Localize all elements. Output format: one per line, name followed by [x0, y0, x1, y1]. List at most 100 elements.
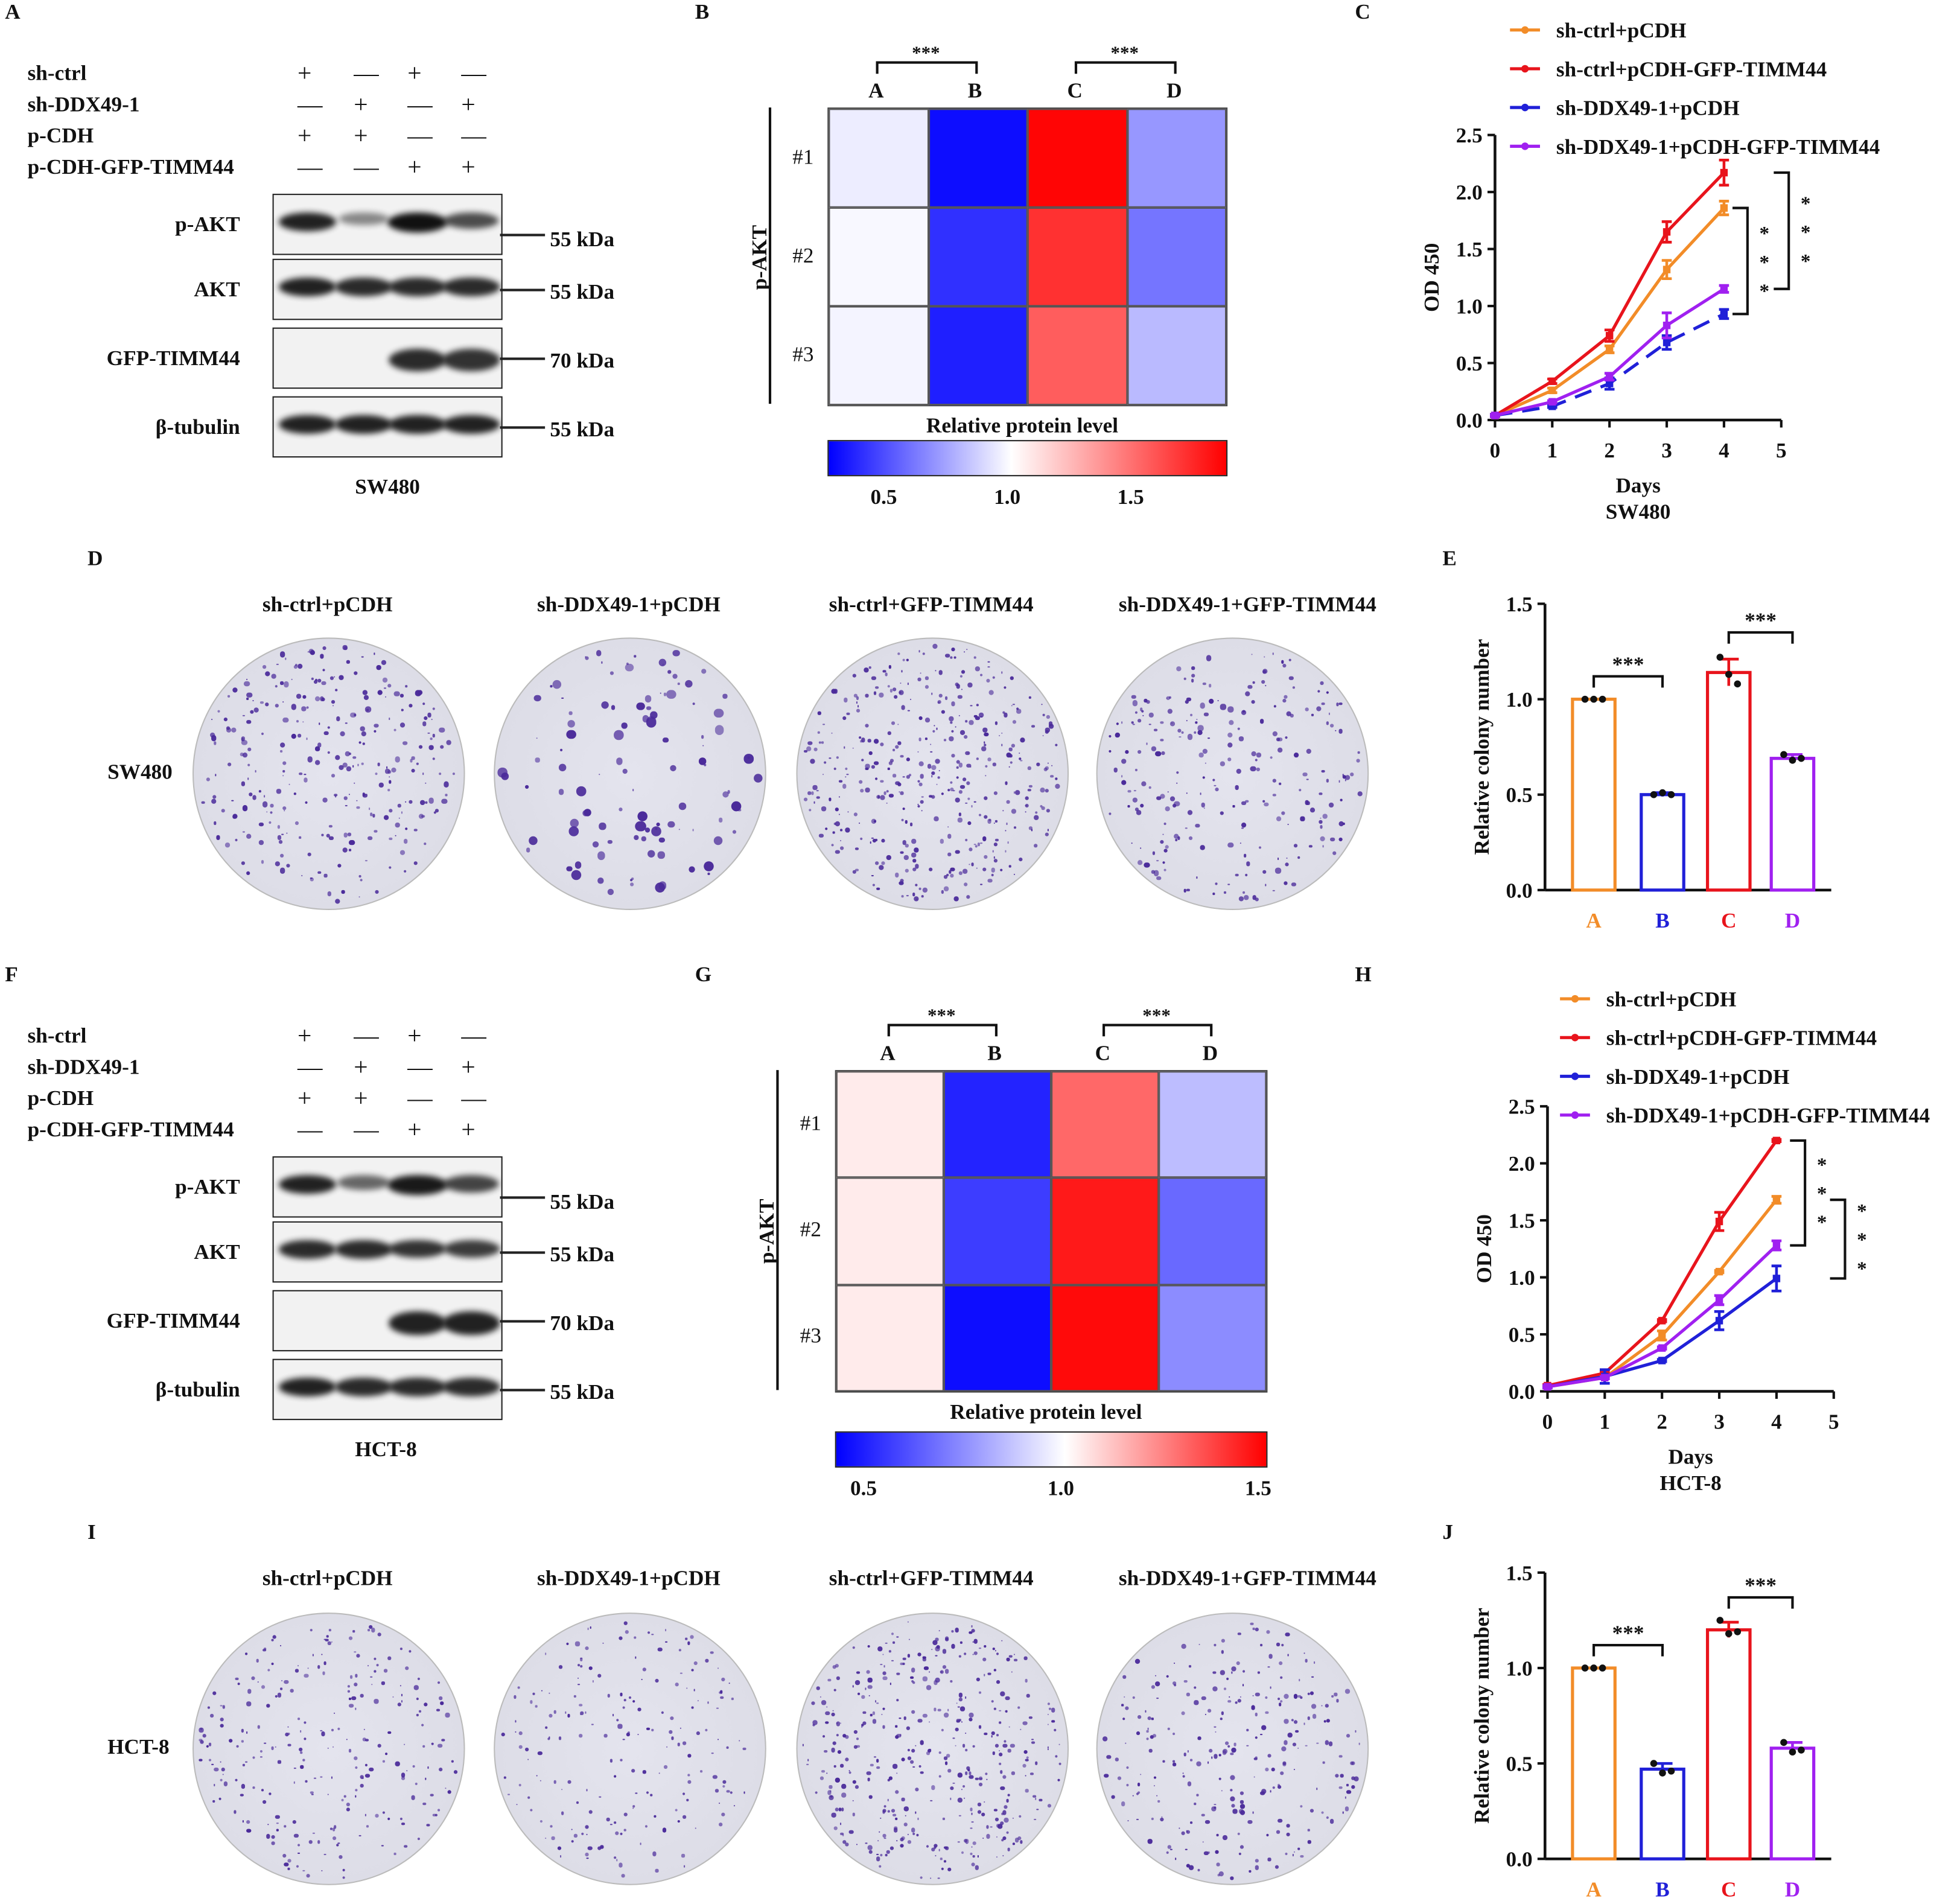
colony-dot — [926, 1845, 929, 1848]
colony-dot — [585, 655, 589, 660]
protein-band — [443, 1240, 500, 1258]
colony-dot — [714, 725, 725, 735]
colony-dot — [1008, 1793, 1011, 1797]
colony-dot — [971, 1845, 973, 1848]
condition-sign: — — [407, 1085, 433, 1113]
colony-dot — [1029, 785, 1032, 788]
colony-dot — [328, 1641, 331, 1645]
colony-dot — [1300, 817, 1305, 821]
colony-dot — [1342, 774, 1346, 779]
colony-dot — [1185, 1848, 1187, 1851]
significance-bracket — [1592, 675, 1664, 688]
colony-dot — [1308, 1829, 1309, 1831]
colony-dot — [1034, 1818, 1036, 1821]
colony-dot — [947, 1708, 949, 1711]
bar — [1640, 793, 1685, 892]
colony-dot — [354, 1708, 357, 1710]
colony-dot — [262, 1648, 266, 1652]
colony-dot — [984, 855, 988, 859]
colony-dot — [879, 1853, 883, 1857]
colony-dot — [931, 1785, 935, 1790]
colony-dot — [855, 868, 859, 871]
colony-dot — [944, 875, 947, 879]
colony-dot — [967, 753, 970, 754]
colony-dot — [346, 766, 351, 771]
colony-dot — [616, 757, 623, 765]
colony-dot — [904, 1807, 909, 1812]
colony-dot — [1336, 702, 1339, 706]
colony-dot — [889, 1846, 894, 1851]
colony-dot — [1262, 870, 1267, 874]
colony-dot — [658, 658, 667, 667]
colony-dot — [1351, 1777, 1355, 1781]
colony-dot — [275, 1815, 280, 1820]
colony-dot — [604, 1734, 608, 1738]
colony-dot — [900, 1757, 906, 1762]
colony-dot — [900, 705, 905, 710]
colony-dot — [1260, 1791, 1265, 1796]
colony-dot — [628, 1731, 631, 1734]
colony-dot — [1144, 699, 1147, 702]
colony-dot — [994, 858, 998, 863]
colony-dot — [961, 670, 966, 674]
colony-dot — [902, 775, 905, 778]
colony-dot — [526, 847, 531, 853]
colony-dot — [803, 797, 808, 802]
colony-dot — [532, 1693, 535, 1695]
colony-dot — [549, 1692, 551, 1695]
colony-dot — [958, 1706, 960, 1708]
colony-dot — [252, 1786, 255, 1789]
data-point — [1590, 695, 1597, 703]
colony-dot — [1282, 698, 1287, 702]
colony-dot — [1121, 779, 1126, 785]
colony-dot — [223, 1781, 228, 1786]
colony-dot — [1200, 845, 1205, 850]
colony-dot — [348, 1749, 352, 1753]
colony-dot — [1122, 1704, 1124, 1706]
colony-dot — [976, 868, 978, 870]
y-tick-label: 0.5 — [1509, 1323, 1535, 1346]
colony-dot — [963, 735, 968, 739]
protein-band — [278, 415, 337, 435]
colony-dot — [1180, 1710, 1185, 1715]
colony-dot — [912, 867, 917, 871]
colony-dot — [807, 1759, 809, 1761]
data-point — [1789, 1748, 1796, 1756]
colony-dot — [1146, 701, 1150, 705]
significance-label: *** — [912, 43, 940, 64]
colony-dot — [619, 1693, 623, 1697]
colony-dot — [261, 1684, 266, 1689]
colony-dot — [1278, 1698, 1281, 1701]
colony-dot — [373, 652, 375, 655]
colony-dot — [1125, 750, 1129, 754]
colony-dot — [1357, 791, 1363, 797]
colony-dot — [976, 703, 979, 706]
colony-dot — [1010, 1743, 1015, 1748]
y-axis-label: Relative colony number — [1470, 1608, 1494, 1824]
colony-dot — [970, 1808, 973, 1811]
legend-marker — [1521, 65, 1529, 73]
colony-dot — [885, 673, 888, 676]
colony-dot — [527, 1759, 529, 1761]
colony-dot — [1284, 862, 1289, 867]
colony-dot — [1255, 1756, 1258, 1759]
x-tick-label: 2 — [1656, 1410, 1667, 1434]
colony-dot — [1002, 810, 1004, 812]
significance-bracket — [887, 1024, 998, 1037]
colony-dot — [1185, 827, 1187, 830]
colony-dot — [219, 1778, 223, 1782]
colony-dot — [282, 701, 284, 703]
colony-dot — [873, 820, 876, 823]
colony-dot — [1278, 748, 1282, 753]
colony-dot — [565, 1711, 567, 1714]
colony-dot — [326, 1635, 328, 1637]
colony-dot — [262, 664, 267, 669]
heatmap-column-label: A — [880, 1041, 896, 1065]
colony-dot — [263, 795, 266, 798]
y-tick-label: 1.5 — [1506, 593, 1533, 616]
colony-dot — [430, 737, 433, 740]
colony-dot — [664, 1765, 668, 1769]
colony-dot — [1255, 1736, 1258, 1739]
colony-dot — [871, 676, 876, 681]
colony-dot — [346, 1739, 348, 1740]
